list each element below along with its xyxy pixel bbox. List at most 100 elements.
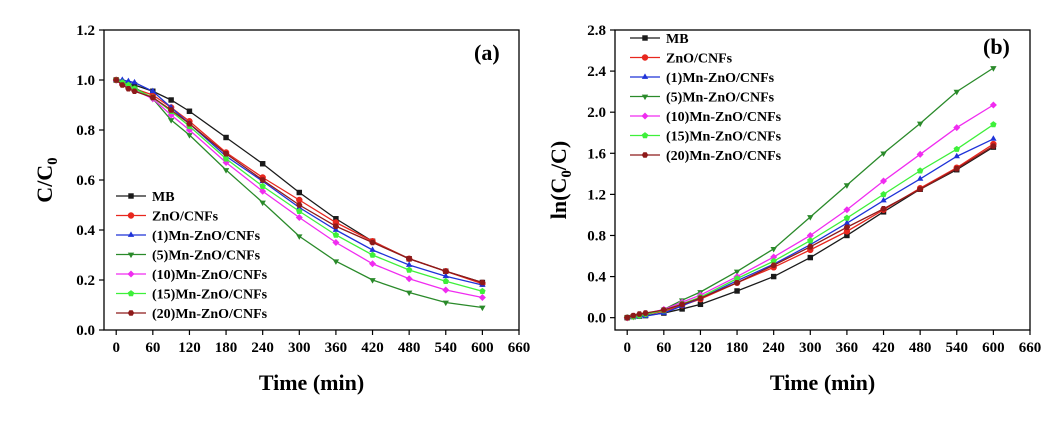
series-line xyxy=(627,145,994,319)
data-point xyxy=(125,77,132,84)
data-point xyxy=(953,145,960,152)
data-point xyxy=(953,165,960,172)
data-point xyxy=(916,186,924,193)
data-point xyxy=(332,231,340,238)
x-tick-label: 60 xyxy=(145,340,160,356)
data-point xyxy=(369,239,376,246)
data-point xyxy=(332,226,340,232)
data-point xyxy=(880,191,887,198)
x-axis-title: Time (min) xyxy=(259,370,364,395)
y-tick-label: 0.8 xyxy=(76,123,95,139)
data-point xyxy=(807,237,814,244)
series-hexagon xyxy=(113,77,486,286)
data-point xyxy=(405,261,413,267)
x-tick-label: 0 xyxy=(112,340,120,356)
legend-item: MB xyxy=(116,190,175,205)
x-tick-label: 240 xyxy=(762,340,785,356)
data-point xyxy=(697,301,704,308)
x-axis: 0 60 120 180 240 300 360 420 480 540 600 660 xyxy=(112,330,530,356)
legend-item: (10)Mn-ZnO/CNFs xyxy=(116,268,268,283)
legend-item: (5)Mn-ZnO/CNFs xyxy=(630,91,775,106)
data-point xyxy=(916,167,924,174)
y-tick-label: 0.4 xyxy=(76,223,95,239)
y-axis-title-main: ln(C xyxy=(546,178,571,220)
data-point xyxy=(125,85,132,92)
y-tick-label: 0.0 xyxy=(76,323,95,339)
legend-marker xyxy=(642,35,648,41)
x-tick-label: 600 xyxy=(471,340,494,356)
x-tick-label: 540 xyxy=(946,340,969,356)
data-point xyxy=(259,182,266,189)
legend-marker xyxy=(128,193,134,199)
legend: MB ZnO/CNFs (1)Mn-ZnO/CNFs (5)Mn-ZnO/CNFs (1… xyxy=(116,190,268,322)
legend-marker xyxy=(127,290,135,297)
y-tick-label: 2.4 xyxy=(587,64,606,80)
x-tick-label: 120 xyxy=(178,340,201,356)
legend-label: (10)Mn-ZnO/CNFs xyxy=(666,110,782,125)
y-axis-title: C/C0 xyxy=(32,157,61,202)
y-axis-title-subscript: 0 xyxy=(45,157,61,165)
data-point xyxy=(630,312,637,319)
data-point xyxy=(186,108,193,114)
y-tick-label: 2.8 xyxy=(587,23,606,39)
legend-marker xyxy=(641,73,649,79)
data-point xyxy=(989,101,997,109)
data-point xyxy=(131,88,138,95)
data-point xyxy=(880,151,887,157)
legend-item: (10)Mn-ZnO/CNFs xyxy=(630,110,782,125)
panel-label: (a) xyxy=(474,40,500,65)
data-point xyxy=(259,200,266,207)
data-point xyxy=(770,262,777,269)
y-tick-label: 0.6 xyxy=(76,173,95,189)
data-point xyxy=(405,266,413,273)
legend-item: (15)Mn-ZnO/CNFs xyxy=(630,130,782,145)
data-point xyxy=(990,143,997,149)
data-point xyxy=(168,97,174,103)
data-point xyxy=(807,254,814,261)
data-point xyxy=(679,306,685,312)
legend-item: (15)Mn-ZnO/CNFs xyxy=(116,288,268,303)
x-tick-label: 480 xyxy=(909,340,932,356)
data-point xyxy=(405,275,413,283)
data-point xyxy=(953,124,961,132)
data-point xyxy=(953,89,960,96)
y-tick-label: 1.0 xyxy=(76,73,95,89)
legend-item: (20)Mn-ZnO/CNFs xyxy=(116,307,268,322)
data-point xyxy=(369,260,377,268)
data-point xyxy=(442,286,450,294)
data-point xyxy=(636,311,643,317)
legend-marker xyxy=(641,132,649,139)
y-tick-label: 1.6 xyxy=(587,146,606,162)
data-point xyxy=(843,183,851,189)
data-point xyxy=(770,247,777,253)
data-point xyxy=(405,290,413,297)
series-hexagon xyxy=(624,143,997,321)
data-point xyxy=(916,121,924,128)
legend-item: ZnO/CNFs xyxy=(630,52,733,67)
data-point xyxy=(880,206,887,212)
legend-marker xyxy=(127,310,135,316)
data-point xyxy=(186,120,193,127)
data-point xyxy=(479,287,486,294)
data-point xyxy=(843,224,851,231)
x-tick-label: 660 xyxy=(1019,340,1042,356)
data-point xyxy=(806,231,814,239)
x-tick-label: 240 xyxy=(251,340,274,356)
data-point xyxy=(733,275,741,282)
x-tick-label: 480 xyxy=(398,340,421,356)
plot-frame xyxy=(614,29,1031,331)
data-point xyxy=(222,150,230,157)
data-point xyxy=(259,161,266,167)
legend-item: ZnO/CNFs xyxy=(116,210,219,225)
legend-label: MB xyxy=(666,32,689,47)
y-tick-label: 2.0 xyxy=(587,105,606,121)
data-point xyxy=(295,213,303,222)
legend-label: (1)Mn-ZnO/CNFs xyxy=(666,71,775,86)
x-tick-label: 180 xyxy=(215,340,238,356)
data-point xyxy=(369,251,376,258)
legend-label: ZnO/CNFs xyxy=(152,210,219,225)
x-tick-label: 540 xyxy=(435,340,458,356)
data-point xyxy=(990,121,997,128)
data-point xyxy=(149,94,157,101)
